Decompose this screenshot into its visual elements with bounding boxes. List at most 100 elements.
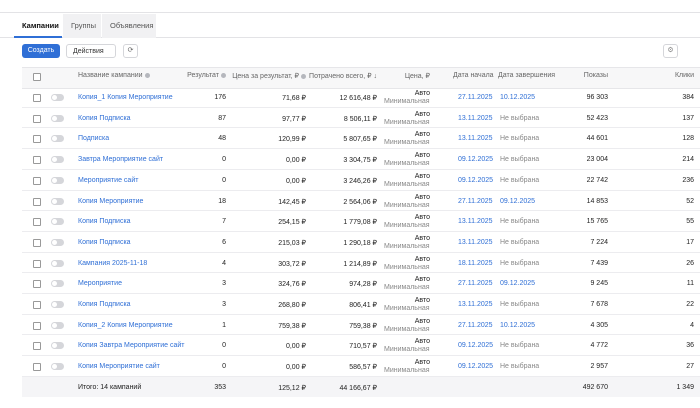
cell-result: 3 xyxy=(222,301,226,308)
cell-end: Не выбрана xyxy=(500,176,540,184)
status-toggle[interactable] xyxy=(51,280,64,288)
campaign-name[interactable]: Копия Подписка xyxy=(78,114,131,122)
cell-spent: 974,28 ₽ xyxy=(349,281,377,289)
campaign-name[interactable]: Мероприятие xyxy=(78,280,122,288)
footer-cpr: 125,12 ₽ xyxy=(278,384,306,392)
cell-start: 13.11.2025 xyxy=(458,218,493,226)
status-toggle[interactable] xyxy=(51,218,64,226)
status-toggle[interactable] xyxy=(51,114,64,122)
status-toggle[interactable] xyxy=(51,301,64,308)
row-divider xyxy=(22,313,700,315)
cell-start: 18.11.2025 xyxy=(458,259,493,267)
cell-end: Не выбрана xyxy=(500,342,540,350)
bid-strategy: Авто xyxy=(414,317,430,325)
row-checkbox[interactable] xyxy=(33,321,41,330)
column-header: Результат xyxy=(187,72,226,79)
row-checkbox[interactable] xyxy=(33,238,41,247)
campaign-name[interactable]: Копия Завтра Мероприятие сайт xyxy=(78,342,185,350)
create-button[interactable]: Создать xyxy=(22,44,60,58)
campaign-name[interactable]: Завтра Мероприятие сайт xyxy=(78,156,164,164)
column-header: Потрачено всего, ₽ ↓ xyxy=(309,73,377,80)
tab[interactable]: Кампании xyxy=(14,14,62,38)
tab[interactable]: Объявления xyxy=(102,14,156,38)
bid-strategy: Авто xyxy=(414,90,430,97)
cell-end: Не выбрана xyxy=(500,156,540,164)
status-toggle[interactable] xyxy=(51,94,64,101)
status-toggle[interactable] xyxy=(51,156,64,164)
cell-result: 0 xyxy=(222,156,226,164)
status-toggle[interactable] xyxy=(51,363,64,371)
row-divider xyxy=(22,375,700,377)
cell-start: 27.11.2025 xyxy=(458,197,493,205)
cell-start: 09.12.2025 xyxy=(458,156,494,164)
row-checkbox[interactable] xyxy=(33,114,41,123)
campaign-name[interactable]: Копия_1 Копия Мероприятие xyxy=(78,94,173,101)
row-checkbox[interactable] xyxy=(33,94,41,102)
column-header: Дата начала xyxy=(453,72,494,79)
row-checkbox[interactable] xyxy=(33,176,41,185)
cell-spent: 759,38 ₽ xyxy=(349,322,377,330)
cell-spent: 12 616,48 ₽ xyxy=(339,95,377,102)
cell-spent: 586,57 ₽ xyxy=(349,364,377,372)
footer-spent: 44 166,67 ₽ xyxy=(339,384,377,392)
status-toggle[interactable] xyxy=(51,197,64,205)
settings-button[interactable]: ⚙ xyxy=(663,44,678,58)
refresh-button[interactable]: ⟳ xyxy=(123,44,138,58)
cell-shows: 7 224 xyxy=(590,238,608,246)
campaign-name[interactable]: Копия Подписка xyxy=(78,218,131,226)
cell-shows: 14 853 xyxy=(586,197,608,205)
status-toggle[interactable] xyxy=(51,321,64,329)
cell-clicks: 55 xyxy=(686,218,694,226)
status-toggle[interactable] xyxy=(51,238,64,246)
cell-shows: 15 765 xyxy=(586,218,608,226)
cell-spent: 1 214,89 ₽ xyxy=(343,260,377,268)
campaign-name[interactable]: Кампания 2025-11-18 xyxy=(78,259,148,267)
row-checkbox[interactable] xyxy=(33,301,41,309)
row-checkbox[interactable] xyxy=(33,342,41,351)
cell-shows: 7 439 xyxy=(590,259,608,267)
status-toggle[interactable] xyxy=(51,259,64,267)
campaign-name[interactable]: Копия Мероприятие xyxy=(78,197,144,205)
cell-shows: 22 742 xyxy=(586,176,608,184)
bid-type: Минимальная... xyxy=(384,201,430,209)
cell-spent: 1 290,18 ₽ xyxy=(343,239,377,247)
cell-clicks: 214 xyxy=(682,156,694,164)
row-divider xyxy=(22,334,700,336)
bid-strategy: Авто xyxy=(414,214,430,222)
cell-result: 4 xyxy=(222,259,226,267)
cell-result: 87 xyxy=(218,114,226,122)
bid-type: Минимальная... xyxy=(384,160,430,168)
cell-shows: 4 772 xyxy=(590,342,608,350)
row-checkbox[interactable] xyxy=(33,197,41,206)
info-icon xyxy=(221,72,226,78)
row-checkbox[interactable] xyxy=(33,280,41,289)
campaign-name[interactable]: Копия Подписка xyxy=(78,301,131,308)
row-checkbox[interactable] xyxy=(33,156,41,165)
cell-clicks: 26 xyxy=(686,259,694,267)
cell-cpr: 215,03 ₽ xyxy=(278,239,306,247)
campaign-name[interactable]: Копия_2 Копия Мероприятие xyxy=(78,321,173,329)
status-toggle[interactable] xyxy=(51,176,64,184)
campaign-name[interactable]: Подписка xyxy=(78,135,110,143)
row-checkbox[interactable] xyxy=(33,363,41,372)
actions-dropdown[interactable]: Действия xyxy=(66,44,116,58)
bid-type: Минимальная... xyxy=(384,118,430,126)
tab-border xyxy=(0,37,700,38)
campaign-name[interactable]: Копия Мероприятие сайт xyxy=(78,363,160,371)
tab[interactable]: Группы xyxy=(63,14,101,38)
campaign-name[interactable]: Копия Подписка xyxy=(78,238,131,246)
cell-shows: 2 957 xyxy=(590,363,608,371)
cell-shows: 9 245 xyxy=(590,280,608,288)
column-header: Название кампании xyxy=(78,72,150,79)
cell-clicks: 11 xyxy=(686,280,694,288)
cell-end: 09.12.2025 xyxy=(500,197,536,205)
row-checkbox[interactable] xyxy=(33,218,41,227)
cell-start: 09.12.2025 xyxy=(458,342,494,350)
campaign-name[interactable]: Мероприятие сайт xyxy=(78,176,139,184)
status-toggle[interactable] xyxy=(51,135,64,143)
cell-cpr: 268,80 ₽ xyxy=(278,302,306,309)
row-checkbox[interactable] xyxy=(33,259,41,268)
row-checkbox[interactable] xyxy=(33,135,41,144)
status-toggle[interactable] xyxy=(51,342,64,350)
cell-result: 48 xyxy=(218,135,226,143)
